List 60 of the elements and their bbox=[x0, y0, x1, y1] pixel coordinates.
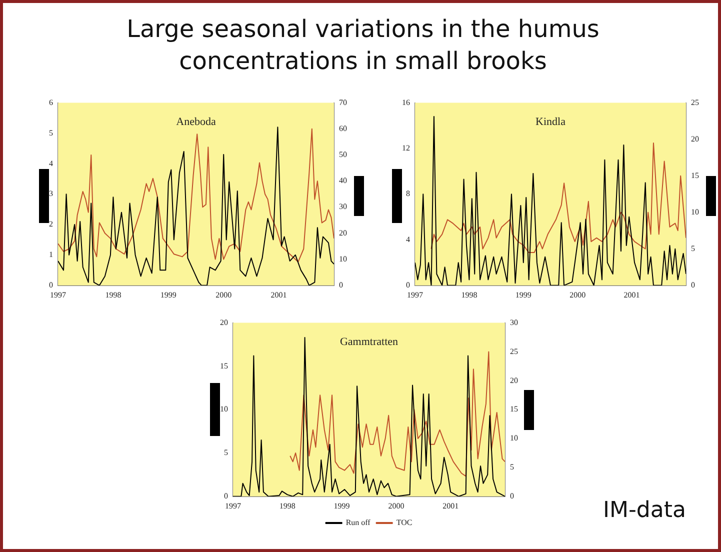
y2-tick-label: 20 bbox=[691, 134, 699, 144]
y2-tick-label: 30 bbox=[339, 202, 347, 212]
x-tick-label: 1999 bbox=[515, 290, 532, 300]
x-tick-label: 2000 bbox=[570, 290, 586, 300]
y-tick-label: 0 bbox=[224, 491, 228, 500]
y-tick-label: 6 bbox=[49, 98, 53, 107]
y2-tick-label: 50 bbox=[339, 150, 347, 160]
y-tick-label: 4 bbox=[406, 234, 410, 244]
y2-tick-label: 10 bbox=[510, 434, 518, 443]
x-tick-label: 1998 bbox=[461, 290, 478, 300]
x-tick-label: 2001 bbox=[270, 290, 287, 300]
y-tick-label: 4 bbox=[49, 158, 53, 168]
x-tick-label: 1998 bbox=[105, 290, 122, 300]
y2-tick-label: 60 bbox=[339, 124, 347, 133]
text: Aneboda bbox=[176, 116, 216, 128]
y2-tick-label: 5 bbox=[691, 244, 695, 253]
y-tick-label: 5 bbox=[224, 448, 228, 458]
y2-tick-label: 0 bbox=[510, 491, 514, 500]
y-tick-label: 15 bbox=[220, 361, 228, 370]
y-tick-label: 3 bbox=[49, 189, 53, 198]
legend-label: TOC bbox=[396, 518, 412, 528]
y-tick-label: 5 bbox=[49, 128, 53, 138]
text: IM-data bbox=[603, 498, 686, 523]
y-tick-label: 12 bbox=[402, 144, 410, 153]
text: Gammtratten bbox=[340, 336, 399, 348]
legend-label: Run off bbox=[346, 518, 371, 528]
y2-tick-label: 0 bbox=[339, 280, 343, 290]
y-tick-label: 2 bbox=[49, 220, 53, 229]
y-tick-label: 8 bbox=[406, 189, 410, 198]
y-tick-label: 16 bbox=[402, 98, 410, 107]
x-tick-label: 1997 bbox=[50, 290, 66, 300]
y2-tick-label: 15 bbox=[691, 170, 699, 180]
x-tick-label: 1999 bbox=[160, 290, 176, 300]
y2-tick-label: 15 bbox=[510, 404, 518, 414]
y2-tick-label: 5 bbox=[510, 462, 514, 472]
text: Kindla bbox=[536, 116, 566, 128]
y2-tick-label: 0 bbox=[691, 280, 695, 290]
y-tick-label: 0 bbox=[406, 280, 410, 290]
y-tick-label: 20 bbox=[220, 318, 228, 327]
y2-tick-label: 10 bbox=[339, 254, 347, 264]
x-tick-label: 1999 bbox=[334, 501, 350, 510]
y-tick-label: 10 bbox=[220, 404, 228, 414]
x-tick-label: 2000 bbox=[388, 501, 404, 510]
y2-tick-label: 10 bbox=[691, 207, 699, 216]
y2-tick-label: 25 bbox=[510, 346, 518, 356]
x-tick-label: 1997 bbox=[407, 290, 423, 300]
x-tick-label: 2000 bbox=[216, 290, 232, 300]
x-tick-label: 1998 bbox=[279, 501, 296, 510]
y2-tick-label: 20 bbox=[510, 376, 518, 385]
y2-tick-label: 25 bbox=[691, 98, 699, 107]
y2-tick-label: 20 bbox=[339, 228, 347, 238]
y2-tick-label: 40 bbox=[339, 176, 347, 186]
text: Large seasonal variations in the humus concentrations in small brooks bbox=[126, 14, 600, 77]
x-tick-label: 2001 bbox=[624, 290, 640, 300]
y2-tick-label: 30 bbox=[510, 318, 518, 327]
x-tick-label: 2001 bbox=[442, 501, 459, 510]
x-tick-label: 1997 bbox=[225, 501, 241, 510]
y2-tick-label: 70 bbox=[339, 98, 347, 107]
y-tick-label: 1 bbox=[49, 250, 53, 260]
y-tick-label: 0 bbox=[49, 280, 53, 290]
